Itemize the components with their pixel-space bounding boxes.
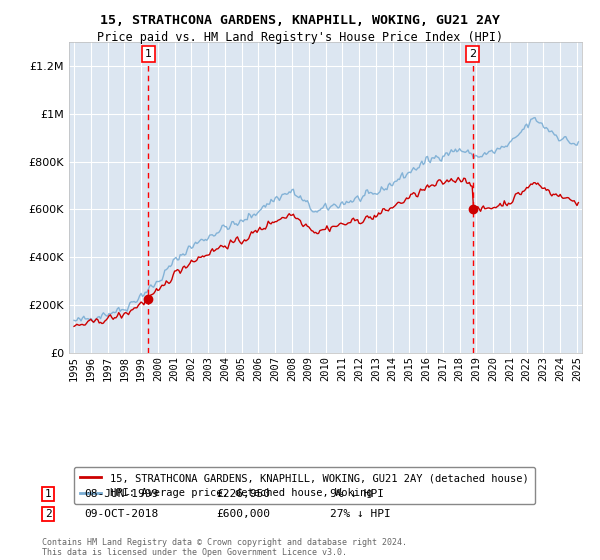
Text: 08-JUN-1999: 08-JUN-1999 bbox=[84, 489, 158, 499]
Text: 1: 1 bbox=[44, 489, 52, 499]
Text: 9% ↓ HPI: 9% ↓ HPI bbox=[330, 489, 384, 499]
Text: 27% ↓ HPI: 27% ↓ HPI bbox=[330, 509, 391, 519]
Text: 2: 2 bbox=[469, 49, 476, 59]
Legend: 15, STRATHCONA GARDENS, KNAPHILL, WOKING, GU21 2AY (detached house), HPI: Averag: 15, STRATHCONA GARDENS, KNAPHILL, WOKING… bbox=[74, 467, 535, 505]
Text: £226,950: £226,950 bbox=[216, 489, 270, 499]
Text: Price paid vs. HM Land Registry's House Price Index (HPI): Price paid vs. HM Land Registry's House … bbox=[97, 31, 503, 44]
Text: 09-OCT-2018: 09-OCT-2018 bbox=[84, 509, 158, 519]
Text: 15, STRATHCONA GARDENS, KNAPHILL, WOKING, GU21 2AY: 15, STRATHCONA GARDENS, KNAPHILL, WOKING… bbox=[100, 14, 500, 27]
Text: Contains HM Land Registry data © Crown copyright and database right 2024.
This d: Contains HM Land Registry data © Crown c… bbox=[42, 538, 407, 557]
Text: £600,000: £600,000 bbox=[216, 509, 270, 519]
Text: 1: 1 bbox=[145, 49, 152, 59]
Text: 2: 2 bbox=[44, 509, 52, 519]
